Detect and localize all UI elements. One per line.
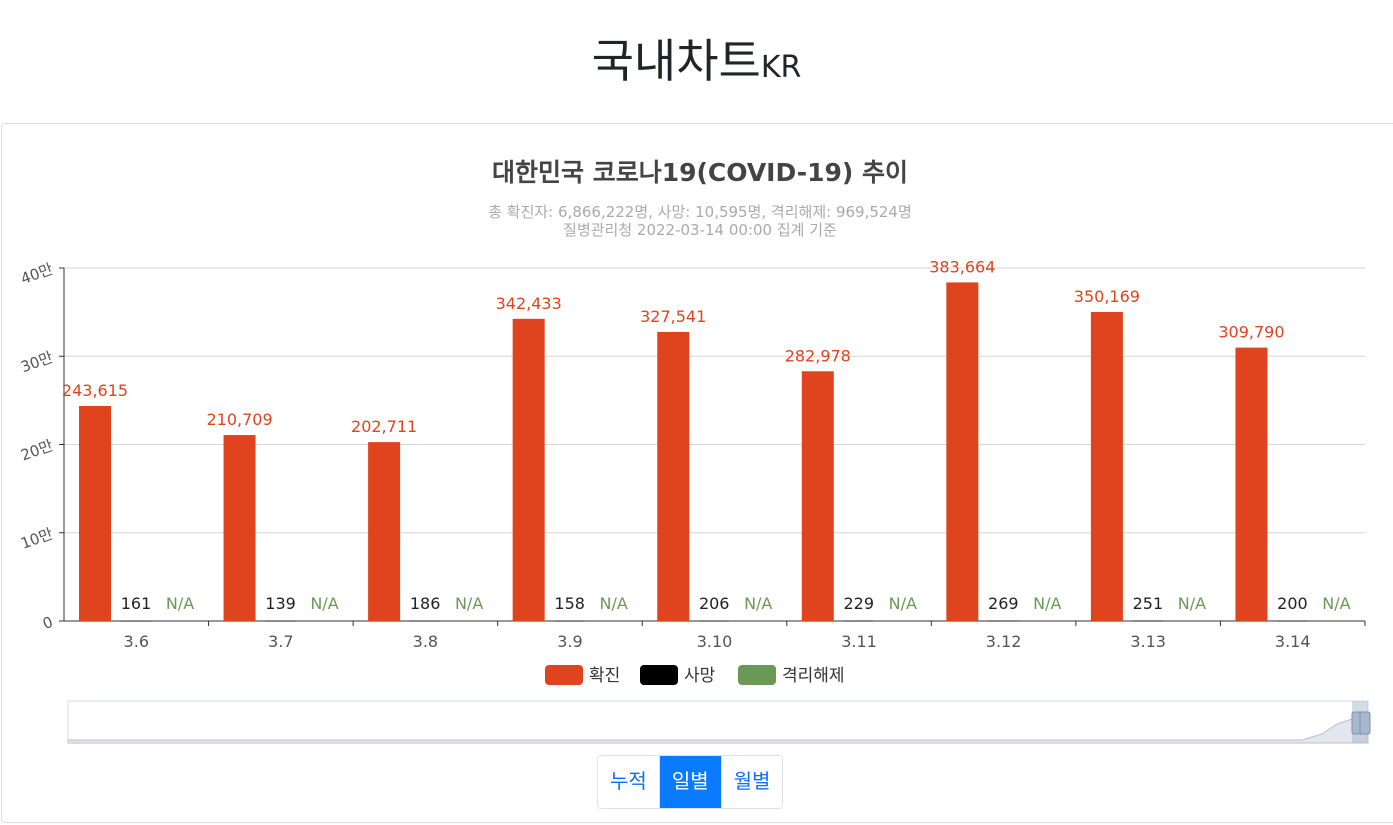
bar-death: [1132, 620, 1163, 622]
y-tick-label: 10만: [18, 525, 55, 553]
data-label-released: N/A: [744, 594, 772, 613]
y-tick-label: 30만: [18, 348, 55, 376]
data-label-death: 200: [1277, 594, 1308, 613]
cumulative-button[interactable]: 누적: [598, 756, 659, 808]
bar-death: [554, 620, 585, 622]
data-label-confirmed: 210,709: [206, 410, 272, 429]
x-tick-label: 3.13: [1130, 632, 1166, 651]
data-label-death: 251: [1133, 594, 1164, 613]
data-label-released: N/A: [166, 594, 194, 613]
data-label-death: 161: [121, 594, 152, 613]
x-tick-label: 3.10: [697, 632, 733, 651]
bar-confirmed: [946, 282, 979, 621]
legend-label: 사망: [684, 666, 716, 686]
bar-death: [843, 620, 874, 622]
data-label-released: N/A: [889, 594, 917, 613]
x-tick-label: 3.7: [268, 632, 293, 651]
data-label-confirmed: 309,790: [1218, 323, 1284, 342]
page-title-suffix: KR: [760, 50, 802, 85]
legend-swatch: [640, 665, 678, 685]
legend-label: 격리해제: [782, 666, 845, 686]
bar-death: [121, 620, 151, 622]
data-label-confirmed: 202,711: [351, 417, 417, 436]
bar-death: [988, 620, 1019, 622]
bar-death: [699, 620, 730, 622]
data-label-death: 206: [699, 594, 730, 613]
data-label-released: N/A: [600, 594, 628, 613]
datazoom-handle-right: [1359, 711, 1371, 735]
data-label-confirmed: 243,615: [62, 381, 128, 400]
bar-confirmed: [801, 371, 834, 621]
x-tick-label: 3.12: [986, 632, 1022, 651]
x-tick-label: 3.8: [413, 632, 438, 651]
data-label-confirmed: 383,664: [929, 257, 995, 276]
data-label-released: N/A: [310, 594, 338, 613]
data-label-confirmed: 350,169: [1074, 287, 1140, 306]
bar-confirmed: [1090, 311, 1123, 621]
data-label-released: N/A: [1033, 594, 1061, 613]
chart-subtitle-line1: 총 확진자: 6,866,222명, 사망: 10,595명, 격리해제: 96…: [488, 203, 912, 221]
bar-confirmed: [368, 442, 401, 621]
data-label-death: 139: [265, 594, 296, 613]
x-tick-label: 3.9: [557, 632, 582, 651]
y-tick-label: 20만: [18, 436, 55, 464]
view-mode-toggle: 누적 일별 월별: [597, 755, 784, 809]
data-label-confirmed: 327,541: [640, 307, 706, 326]
daily-button[interactable]: 일별: [658, 756, 721, 808]
data-label-death: 269: [988, 594, 1019, 613]
page-title: 국내차트KR: [0, 26, 1393, 103]
legend-label: 확진: [589, 666, 620, 686]
covid-chart: 대한민국 코로나19(COVID-19) 추이총 확진자: 6,866,222명…: [18, 158, 1371, 744]
data-label-death: 229: [844, 594, 875, 613]
data-label-death: 158: [554, 594, 585, 613]
data-label-confirmed: 342,433: [496, 294, 562, 313]
bar-death: [410, 620, 441, 622]
data-label-released: N/A: [455, 594, 483, 613]
datazoom-track: [67, 700, 1369, 744]
bar-confirmed: [657, 331, 690, 621]
x-tick-label: 3.14: [1275, 632, 1311, 651]
y-tick-label: 0: [40, 613, 55, 633]
x-tick-label: 3.11: [841, 632, 877, 651]
x-tick-label: 3.6: [124, 632, 149, 651]
bar-death: [265, 620, 296, 622]
chart-title: 대한민국 코로나19(COVID-19) 추이: [492, 158, 908, 187]
data-label-death: 186: [410, 594, 441, 613]
monthly-button[interactable]: 월별: [720, 756, 783, 808]
data-label-released: N/A: [1322, 594, 1350, 613]
data-label-released: N/A: [1178, 594, 1206, 613]
y-tick-label: 40만: [18, 260, 55, 288]
page-title-text: 국내차트: [591, 34, 761, 88]
legend-swatch: [545, 665, 583, 685]
bar-confirmed: [1235, 347, 1268, 621]
data-label-confirmed: 282,978: [785, 346, 851, 365]
bar-confirmed: [223, 435, 256, 621]
chart-subtitle-line2: 질병관리청 2022-03-14 00:00 집계 기준: [563, 221, 837, 239]
bar-confirmed: [512, 318, 545, 621]
legend-swatch: [738, 665, 776, 685]
bar-confirmed: [79, 406, 111, 621]
bar-death: [1277, 620, 1308, 622]
